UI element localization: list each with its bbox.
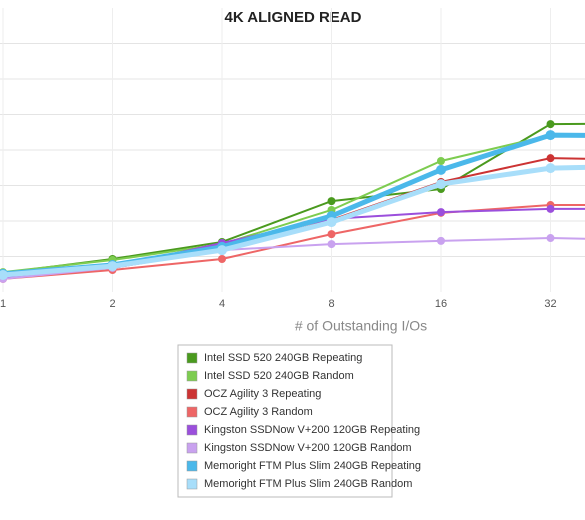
legend-swatch: [186, 478, 198, 490]
data-point: [218, 254, 226, 263]
legend-label: Kingston SSDNow V+200 120GB Random: [204, 442, 412, 454]
x-tick-label: 1: [0, 298, 6, 310]
data-point: [436, 179, 446, 190]
legend-label: Kingston SSDNow V+200 120GB Repeating: [204, 424, 420, 436]
series-line: [2, 122, 585, 274]
legend-box: [177, 344, 393, 498]
legend-label: OCZ Agility 3 Random: [204, 406, 313, 418]
legend-swatch: [186, 442, 198, 454]
data-point: [545, 130, 556, 141]
data-point: [437, 157, 445, 166]
x-tick-label: 8: [328, 298, 334, 310]
data-point: [546, 204, 555, 213]
data-point: [436, 164, 446, 175]
data-point: [326, 217, 337, 228]
data-point: [217, 245, 227, 256]
data-point: [437, 236, 445, 245]
chart-title: 4K ALIGNED READ: [225, 9, 362, 26]
legend-label: OCZ Agility 3 Repeating: [204, 388, 321, 400]
legend-swatch: [186, 460, 198, 472]
data-point: [327, 197, 336, 206]
series-line: [2, 164, 585, 278]
legend-swatch: [186, 352, 198, 364]
data-point: [546, 234, 555, 243]
legend-swatch: [186, 388, 198, 400]
data-point: [546, 154, 555, 163]
legend-swatch: [186, 406, 198, 418]
legend-label: Intel SSD 520 240GB Random: [204, 370, 354, 382]
data-point: [327, 240, 336, 249]
legend-label: Memoright FTM Plus Slim 240GB Random: [204, 478, 412, 490]
data-point: [107, 261, 118, 272]
data-point: [546, 120, 555, 129]
x-tick-label: 32: [544, 298, 556, 310]
data-point: [545, 163, 556, 174]
x-tick-label: 16: [435, 298, 447, 310]
data-point: [327, 230, 336, 239]
legend-swatch: [186, 424, 198, 436]
data-point: [437, 208, 445, 217]
x-tick-label: 4: [219, 298, 225, 310]
x-axis-label: # of Outstanding I/Os: [295, 318, 427, 334]
data-point: [0, 269, 8, 280]
legend-swatch: [186, 370, 198, 382]
legend-label: Intel SSD 520 240GB Repeating: [204, 352, 362, 364]
legend-label: Memoright FTM Plus Slim 240GB Repeating: [204, 460, 421, 472]
x-tick-label: 2: [109, 298, 115, 310]
